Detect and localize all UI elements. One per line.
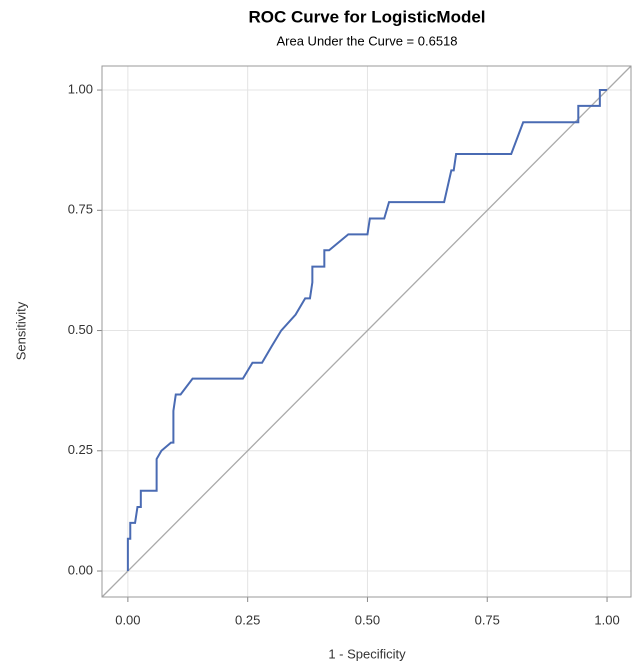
x-tick-label: 0.25 xyxy=(235,612,260,627)
y-tick-label: 0.00 xyxy=(68,562,93,577)
chart-subtitle: Area Under the Curve = 0.6518 xyxy=(276,33,457,48)
x-tick-label: 0.00 xyxy=(115,612,140,627)
x-tick-label: 1.00 xyxy=(594,612,619,627)
x-axis-label: 1 - Specificity xyxy=(328,646,406,661)
chart-title: ROC Curve for LogisticModel xyxy=(248,7,485,26)
y-axis-label: Sensitivity xyxy=(13,301,28,360)
y-tick-label: 1.00 xyxy=(68,81,93,96)
plot-frame xyxy=(101,65,632,598)
roc-curve xyxy=(126,89,608,572)
y-tick-label: 0.25 xyxy=(68,442,93,457)
y-tick-label: 0.75 xyxy=(68,202,93,217)
x-tick-label: 0.75 xyxy=(475,612,500,627)
y-tick-label: 0.50 xyxy=(68,322,93,337)
reference-diagonal xyxy=(101,65,632,598)
x-tick-label: 0.50 xyxy=(355,612,380,627)
